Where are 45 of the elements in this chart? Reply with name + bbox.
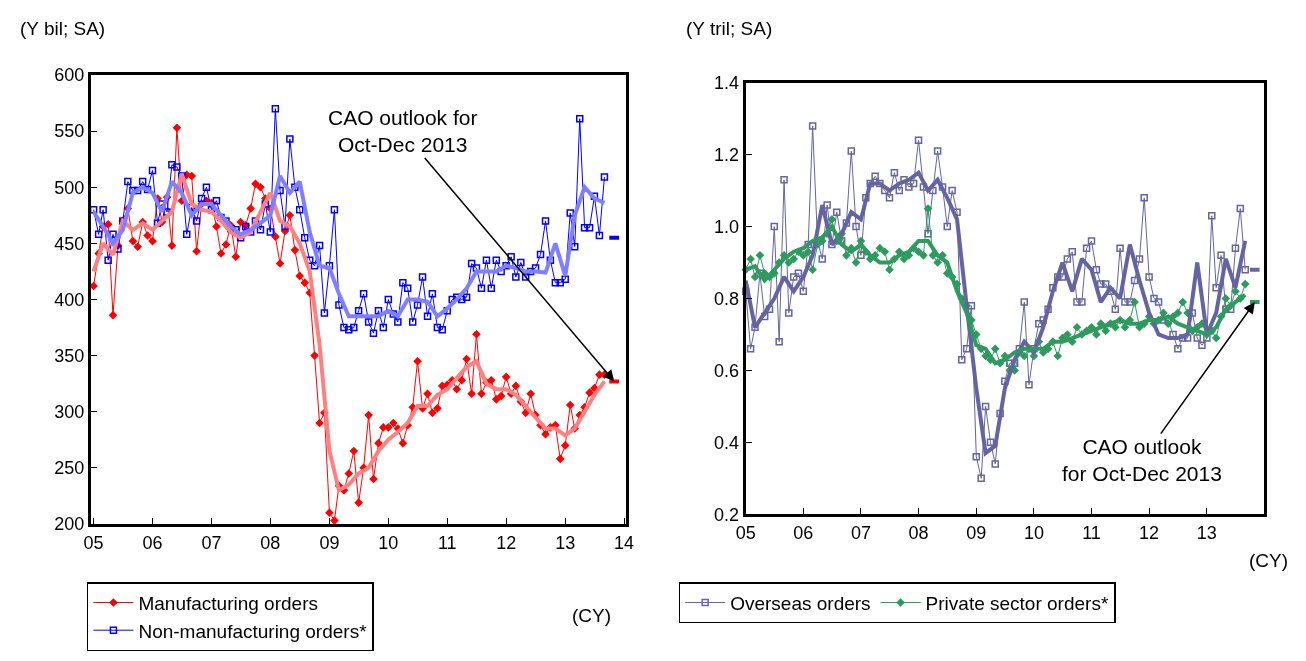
x-tick-label: 06	[793, 522, 814, 543]
x-tick-label: 13	[555, 532, 576, 553]
legend-label: Manufacturing orders	[138, 592, 318, 614]
annotation: CAO outlook for Oct-Dec 2013	[328, 106, 478, 157]
x-tick-label: 08	[260, 532, 281, 553]
x-tick-label: 07	[201, 532, 222, 553]
y-tick-label: 300	[54, 402, 85, 423]
x-tick-label: 06	[142, 532, 163, 553]
x-tick-label: 11	[1082, 522, 1101, 543]
legend-label: Private sector orders*	[925, 592, 1109, 614]
y-tick-label: 450	[54, 233, 85, 254]
y-tick-label: 0.2	[714, 504, 740, 525]
x-axis-title: (CY)	[572, 605, 612, 626]
y-tick-label: 1.0	[714, 216, 740, 237]
legend-label: Non-manufacturing orders*	[138, 620, 368, 642]
x-tick-label: 10	[378, 532, 399, 553]
x-tick-label: 07	[850, 522, 871, 543]
y-tick-label: 0.4	[714, 432, 740, 453]
y-tick-label: 400	[54, 289, 85, 310]
y-tick-label: 200	[54, 514, 85, 535]
y-tick-label: 0.6	[714, 360, 740, 381]
x-tick-label: 09	[319, 532, 340, 553]
y-axis-title: (Y tril; SA)	[686, 18, 773, 39]
y-tick-label: 1.4	[714, 73, 740, 94]
x-tick-label: 05	[83, 532, 104, 553]
x-tick-label: 11	[437, 532, 457, 553]
x-tick-label: 13	[1196, 522, 1217, 543]
x-tick-label: 14	[614, 532, 635, 553]
x-tick-label: 08	[908, 522, 929, 543]
y-tick-label: 250	[54, 458, 85, 479]
y-tick-label: 550	[54, 121, 85, 142]
y-tick-label: 0.8	[714, 288, 740, 309]
annotation: CAO outlook for Oct-Dec 2013	[1062, 435, 1222, 486]
y-axis-title: (Y bil; SA)	[20, 18, 106, 39]
y-tick-label: 500	[54, 177, 85, 198]
x-tick-label: 09	[966, 522, 987, 543]
x-tick-label: 05	[735, 522, 756, 543]
y-tick-label: 600	[54, 65, 85, 86]
x-axis-title: (CY)	[1249, 550, 1289, 571]
y-tick-label: 1.2	[714, 144, 740, 165]
x-tick-label: 12	[496, 532, 517, 553]
legend-label: Overseas orders	[730, 592, 871, 614]
y-tick-label: 350	[54, 345, 85, 366]
x-tick-label: 10	[1023, 522, 1044, 543]
x-tick-label: 12	[1139, 522, 1160, 543]
